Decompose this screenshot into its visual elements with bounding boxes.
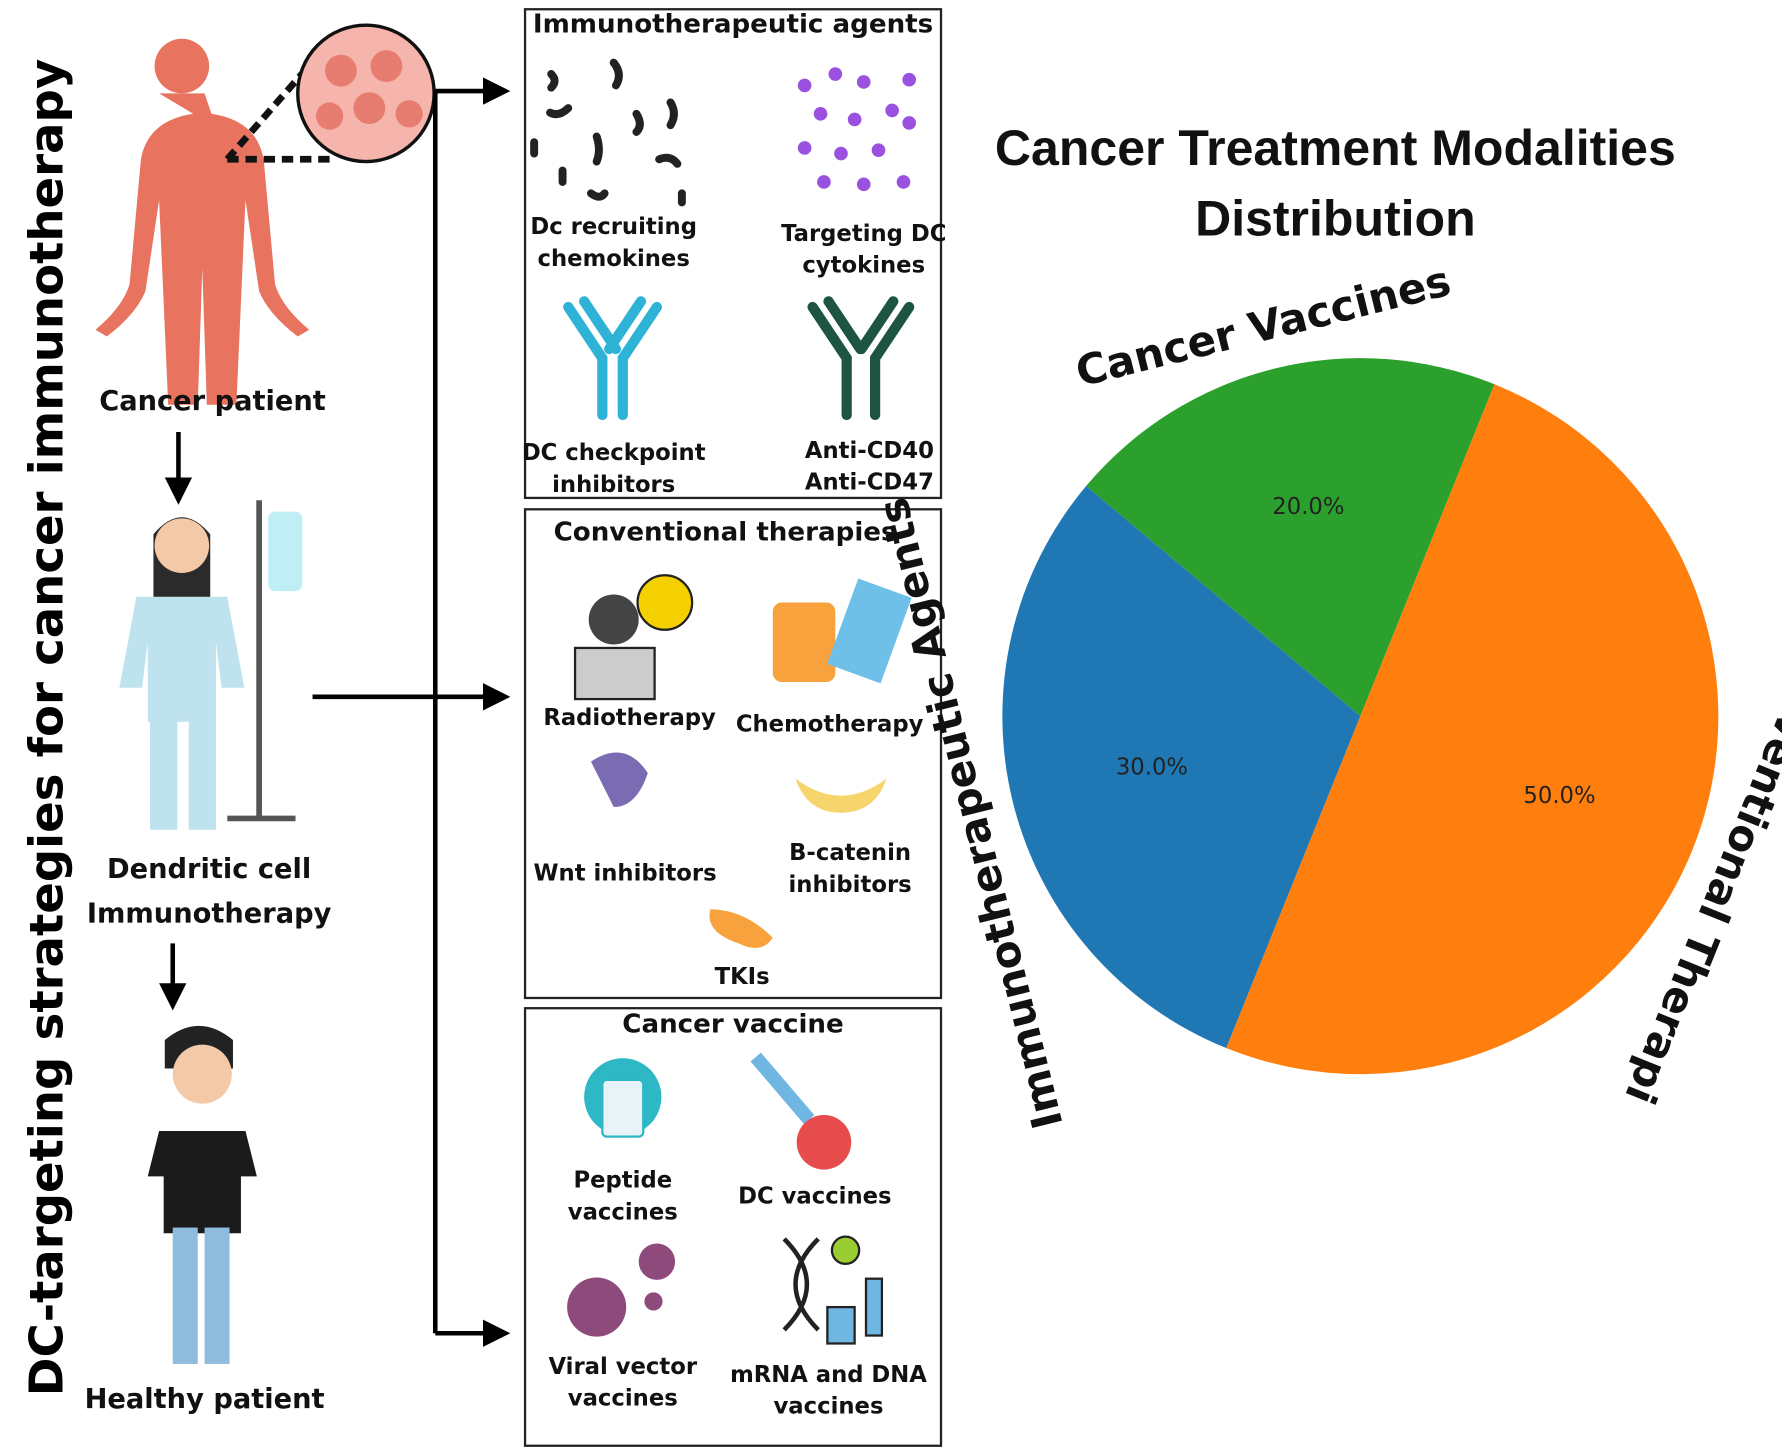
item-label: vaccines (568, 1199, 678, 1225)
chart-title: Cancer Treatment Modalities Distribution (994, 120, 1676, 247)
therapy-icons (573, 574, 912, 948)
connectors (312, 77, 511, 1347)
chemokine-icon (530, 58, 686, 207)
box (523, 8, 943, 500)
item-label: Targeting DC (781, 221, 946, 247)
item-label: DC checkpoint (522, 440, 706, 466)
item-label: B-catenin (789, 840, 911, 866)
item-label: Chemotherapy (736, 712, 924, 738)
item-label: TKIs (715, 964, 770, 990)
side-title: DC-targeting strategies for cancer immun… (20, 59, 74, 1396)
stage-label: Healthy patient (85, 1384, 325, 1415)
box-title: Immunotherapeutic agents (533, 10, 933, 40)
value-label: 50.0% (1523, 783, 1595, 809)
item-label: inhibitors (789, 872, 912, 898)
item-label: Peptide (573, 1167, 672, 1193)
value-label: 20.0% (1272, 494, 1344, 520)
item-label: Wnt inhibitors (533, 861, 716, 887)
item-label: Dc recruiting (530, 214, 697, 240)
tumor-magnifier (296, 23, 436, 164)
pie: 20.0%Cancer Vaccines30.0%Immunotherapeut… (868, 256, 1782, 1134)
item-label: Radiotherapy (543, 705, 716, 731)
item-label: cytokines (802, 253, 925, 279)
item-label: DC vaccines (738, 1183, 891, 1209)
item-label: Viral vector (549, 1354, 698, 1380)
item-label: vaccines (774, 1394, 884, 1420)
healthy-patient-icon (147, 1025, 257, 1364)
pie-slice (1086, 358, 1495, 717)
value-label: 30.0% (1116, 755, 1188, 781)
box (523, 508, 943, 1000)
pie-slice (1226, 384, 1719, 1075)
cancer-patient-icon (95, 38, 310, 405)
stage-label: Cancer patient (99, 386, 326, 417)
antibody-icon (563, 296, 915, 421)
item-label: vaccines (568, 1386, 678, 1412)
pie-slice (1002, 486, 1361, 1049)
vaccine-icons (567, 1052, 884, 1345)
item-label: Anti-CD40 (805, 438, 934, 464)
item-label: Anti-CD47 (805, 470, 934, 496)
box (523, 1007, 943, 1447)
item-label: chemokines (538, 246, 690, 272)
stage-label: Immunotherapy (87, 899, 332, 930)
chart-title-box: Cancer Treatment Modalities Distribution (994, 120, 1676, 247)
item-label: inhibitors (552, 472, 675, 498)
item-label: mRNA and DNA (730, 1362, 927, 1388)
box-title: Conventional therapies (554, 518, 897, 548)
stage-label: Dendritic cell (107, 854, 311, 885)
box-items: Dc recruiting chemokines Targeting DC cytok… (522, 214, 947, 1420)
therapy-patient-icon (119, 500, 303, 830)
cytokine-icon (797, 67, 917, 192)
box-title: Cancer vaccine (622, 1010, 844, 1040)
